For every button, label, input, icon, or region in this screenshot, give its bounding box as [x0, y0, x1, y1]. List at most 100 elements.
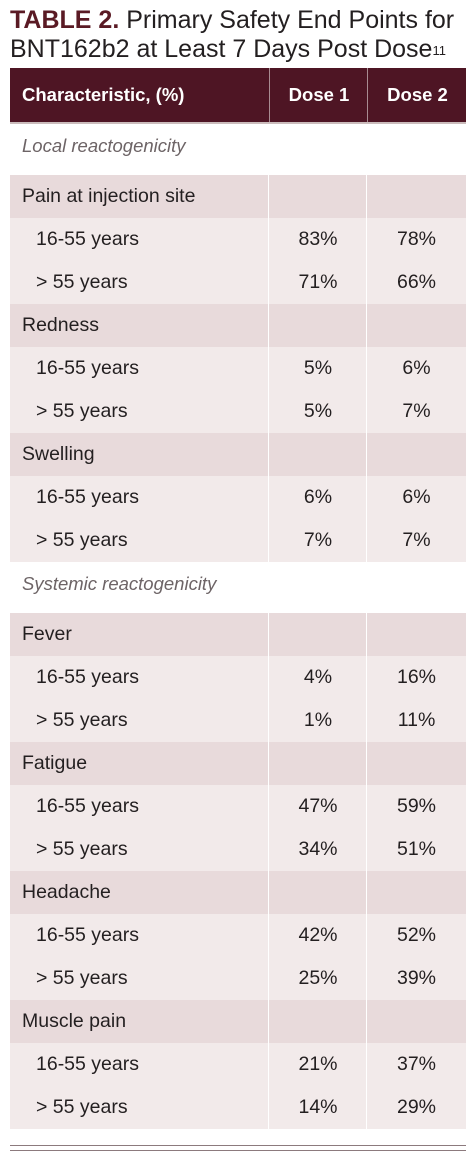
footnote-ref: 11: [432, 43, 446, 58]
column-divider: [366, 914, 367, 957]
table-row: 16-55 years 21% 37%: [10, 1043, 466, 1086]
column-divider: [268, 304, 269, 347]
dose-2-value: 11%: [397, 709, 436, 731]
table-row: > 55 years 7% 7%: [10, 519, 466, 562]
table-row: 16-55 years 83% 78%: [10, 218, 466, 261]
dose-2-value: 59%: [396, 795, 437, 817]
age-group-label: > 55 years: [36, 709, 128, 731]
table-bottom-rule: [10, 1145, 466, 1151]
column-divider: [366, 699, 367, 742]
dose-1-value: 4%: [303, 666, 333, 688]
column-divider: [366, 175, 367, 218]
table-row: > 55 years 25% 39%: [10, 957, 466, 1000]
age-group-label: 16-55 years: [36, 357, 139, 379]
dose-2-value: 29%: [396, 1096, 437, 1118]
column-divider: [268, 175, 269, 218]
category-row: Swelling: [10, 433, 466, 476]
column-divider: [268, 390, 269, 433]
column-divider: [366, 828, 367, 871]
table-row: 16-55 years 6% 6%: [10, 476, 466, 519]
column-divider: [268, 1043, 269, 1086]
column-divider: [268, 785, 269, 828]
dose-1-value: 5%: [303, 400, 333, 422]
column-divider: [366, 656, 367, 699]
column-divider: [366, 261, 367, 304]
category-label: Fever: [22, 623, 72, 645]
dose-1-value: 6%: [303, 486, 333, 508]
category-label: Fatigue: [22, 752, 88, 774]
table-row: > 55 years 1% 11%: [10, 699, 466, 742]
dose-2-value: 7%: [402, 400, 431, 422]
column-divider: [366, 304, 367, 347]
section-label: Systemic reactogenicity: [22, 573, 217, 594]
column-divider: [366, 613, 367, 656]
dose-1-value: 47%: [298, 795, 338, 817]
age-group-label: 16-55 years: [36, 795, 139, 817]
age-group-label: > 55 years: [36, 400, 128, 422]
column-divider: [268, 218, 269, 261]
column-divider: [268, 519, 269, 562]
dose-1-value: 25%: [298, 967, 338, 989]
category-row: Fatigue: [10, 742, 466, 785]
column-divider: [268, 1086, 269, 1129]
column-divider: [366, 433, 367, 476]
column-divider: [268, 347, 269, 390]
age-group-label: > 55 years: [36, 271, 128, 293]
dose-2-value: 52%: [396, 924, 437, 946]
column-divider: [268, 1000, 269, 1043]
table-title: TABLE 2. Primary Safety End Points for B…: [10, 6, 470, 64]
column-divider: [366, 742, 367, 785]
dose-2-value: 7%: [402, 529, 431, 551]
category-label: Pain at injection site: [22, 185, 196, 207]
column-divider: [268, 261, 269, 304]
age-group-label: 16-55 years: [36, 228, 139, 250]
age-group-label: 16-55 years: [36, 924, 139, 946]
dose-1-value: 5%: [303, 357, 333, 379]
dose-2-value: 39%: [396, 967, 437, 989]
category-row: Fever: [10, 613, 466, 656]
dose-1-value: 71%: [298, 271, 338, 293]
category-row: Muscle pain: [10, 1000, 466, 1043]
table-row: > 55 years 14% 29%: [10, 1086, 466, 1129]
category-row: Headache: [10, 871, 466, 914]
category-label: Redness: [22, 314, 99, 336]
column-divider: [366, 347, 367, 390]
dose-1-value: 1%: [303, 709, 333, 731]
column-divider: [268, 656, 269, 699]
dose-1-value: 7%: [303, 529, 333, 551]
age-group-label: > 55 years: [36, 1096, 128, 1118]
column-divider: [366, 1086, 367, 1129]
column-divider: [268, 613, 269, 656]
table-caption: Primary Safety End Points for BNT162b2 a…: [10, 6, 455, 63]
dose-2-value: 51%: [396, 838, 437, 860]
dose-2-value: 6%: [402, 486, 431, 508]
header-dose-1: Dose 1: [269, 68, 368, 122]
table-row: 16-55 years 4% 16%: [10, 656, 466, 699]
age-group-label: > 55 years: [36, 967, 128, 989]
dose-2-value: 66%: [396, 271, 437, 293]
table-row: 16-55 years 42% 52%: [10, 914, 466, 957]
table-header: Characteristic, (%) Dose 1 Dose 2: [10, 68, 466, 124]
dose-2-value: 37%: [396, 1053, 437, 1075]
column-divider: [366, 871, 367, 914]
dose-2-value: 6%: [402, 357, 431, 379]
dose-1-value: 83%: [298, 228, 338, 250]
section-label: Local reactogenicity: [22, 135, 186, 156]
column-divider: [268, 699, 269, 742]
age-group-label: 16-55 years: [36, 1053, 139, 1075]
column-divider: [366, 785, 367, 828]
column-divider: [366, 957, 367, 1000]
column-divider: [366, 1000, 367, 1043]
column-divider: [366, 218, 367, 261]
table-row: > 55 years 34% 51%: [10, 828, 466, 871]
column-divider: [268, 957, 269, 1000]
column-divider: [268, 914, 269, 957]
table-number: TABLE 2.: [10, 6, 120, 34]
section-header-row: Systemic reactogenicity: [10, 562, 466, 606]
table-row: > 55 years 5% 7%: [10, 390, 466, 433]
table-row: 16-55 years 5% 6%: [10, 347, 466, 390]
age-group-label: 16-55 years: [36, 666, 139, 688]
column-divider: [268, 433, 269, 476]
age-group-label: 16-55 years: [36, 486, 139, 508]
